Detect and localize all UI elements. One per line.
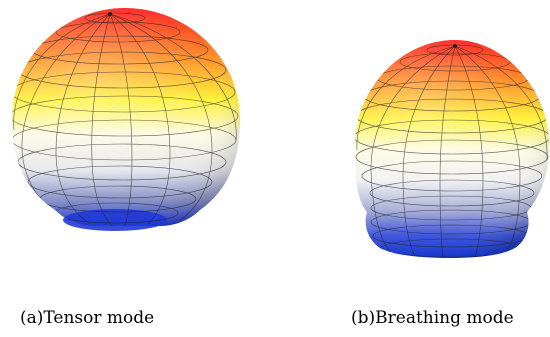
- breathing-mode-surface: [355, 40, 549, 258]
- breathing-mesh-grid: [355, 44, 549, 258]
- caption-breathing-mode: (b)Breathing mode: [351, 308, 514, 328]
- panel-tensor-mode: (a)Tensor mode: [12, 8, 240, 328]
- tensor-mode-surface: [12, 8, 240, 231]
- tensor-mesh-grid: [12, 12, 239, 226]
- tensor-bottom-cap: [63, 209, 167, 231]
- caption-tensor-mode: (a)Tensor mode: [20, 308, 155, 328]
- panel-breathing-mode: (b)Breathing mode: [275, 0, 550, 337]
